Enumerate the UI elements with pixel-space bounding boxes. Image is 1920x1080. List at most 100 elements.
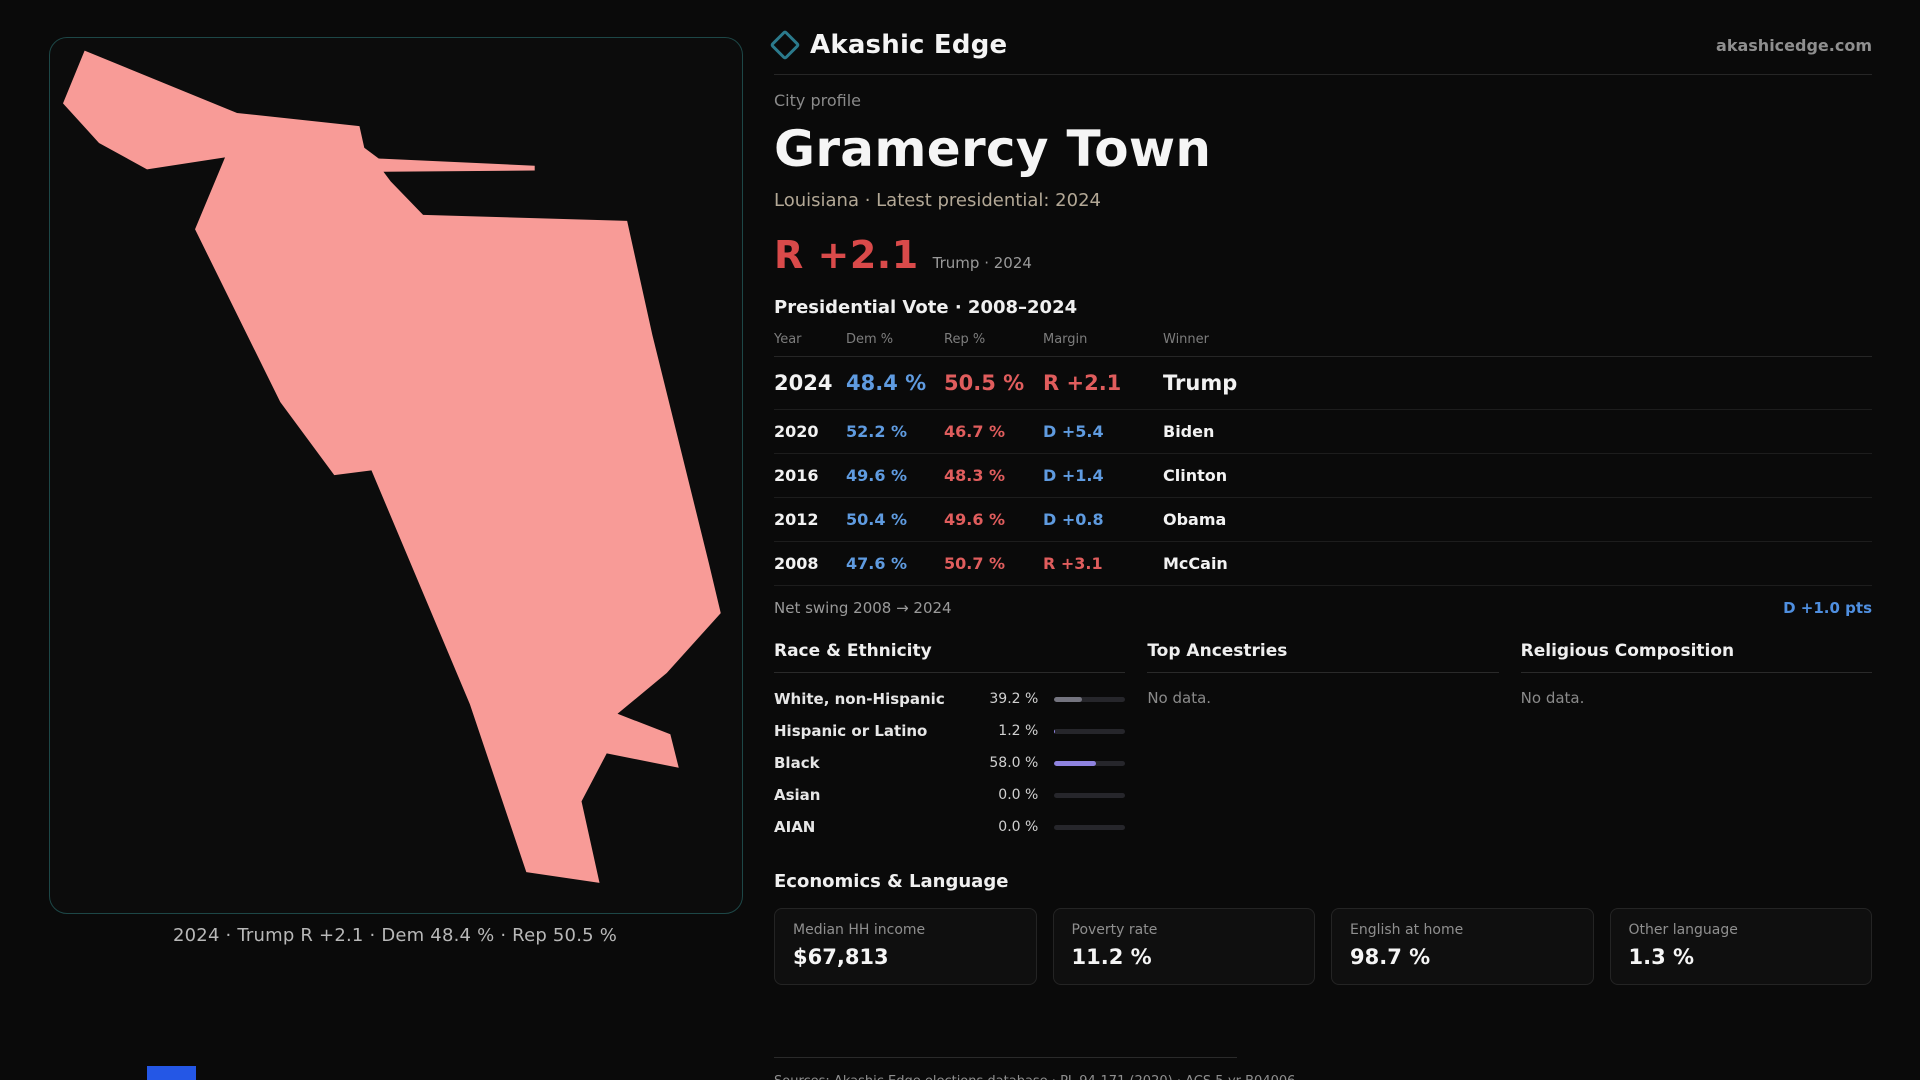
blue-rectangle-artifact [147, 1066, 196, 1080]
row-rep-pct: 46.7 % [944, 422, 1006, 441]
city-profile-panel: Akashic Edge akashicedge.com City profil… [769, 29, 1872, 1080]
race-label: Black [774, 754, 820, 772]
list-item: Hispanic or Latino 1.2 % [774, 715, 1126, 747]
footer: Sources: Akashic Edge elections database… [774, 1057, 1872, 1080]
stat-value: 1.3 % [1628, 945, 1695, 969]
sources-line: Sources: Akashic Edge elections database… [774, 1074, 1872, 1080]
header: Akashic Edge akashicedge.com [769, 29, 1872, 61]
race-value: 0.0 % [998, 787, 1039, 803]
table-row: 2012 50.4 % 49.6 % D +0.8 Obama [774, 498, 1872, 542]
race-value: 58.0 % [989, 755, 1039, 771]
table-row: 2020 52.2 % 46.7 % D +5.4 Biden [774, 410, 1872, 454]
row-dem-pct: 48.4 % [846, 371, 927, 395]
row-year: 2008 [774, 554, 819, 573]
presidential-vote-table: Year Dem % Rep % Margin Winner 2024 48.4… [774, 332, 1872, 617]
top-ancestries-title: Top Ancestries [1147, 641, 1499, 673]
net-swing-value: D +1.0 pts [1783, 599, 1872, 617]
row-year: 2024 [774, 371, 833, 395]
list-item: Asian 0.0 % [774, 779, 1126, 811]
race-label: AIAN [774, 818, 816, 836]
row-dem-pct: 50.4 % [846, 510, 908, 529]
stat-value: $67,813 [793, 945, 889, 969]
race-value: 1.2 % [998, 723, 1039, 739]
city-title: Gramercy Town [774, 120, 1212, 178]
race-label: White, non-Hispanic [774, 690, 945, 708]
vote-table-title: Presidential Vote · 2008–2024 [774, 297, 1078, 318]
col-winner: Winner [1163, 332, 1210, 347]
row-dem-pct: 47.6 % [846, 554, 908, 573]
row-rep-pct: 50.7 % [944, 554, 1006, 573]
race-bar [1054, 792, 1126, 798]
race-rows: White, non-Hispanic 39.2 % Hispanic or L… [774, 683, 1126, 843]
footer-divider [774, 1057, 1237, 1058]
list-item: AIAN 0.0 % [774, 811, 1126, 843]
row-winner: Trump [1163, 371, 1238, 395]
city-subtitle: Louisiana · Latest presidential: 2024 [774, 190, 1101, 211]
col-margin: Margin [1043, 332, 1088, 347]
vote-table-header: Year Dem % Rep % Margin Winner [774, 332, 1872, 357]
page-kicker: City profile [774, 91, 861, 110]
row-dem-pct: 52.2 % [846, 422, 908, 441]
row-year: 2016 [774, 466, 819, 485]
row-dem-pct: 49.6 % [846, 466, 908, 485]
top-ancestries-column: Top Ancestries No data. [1147, 641, 1499, 843]
table-row: 2016 49.6 % 48.3 % D +1.4 Clinton [774, 454, 1872, 498]
row-margin: R +2.1 [1043, 371, 1122, 395]
stat-card: Other language 1.3 % [1609, 908, 1872, 985]
headline-context: Trump · 2024 [932, 254, 1032, 272]
site-domain-link[interactable]: akashicedge.com [1716, 35, 1872, 55]
headline-result: R +2.1 Trump · 2024 [774, 233, 1872, 277]
row-rep-pct: 49.6 % [944, 510, 1006, 529]
demographics-section: Race & Ethnicity White, non-Hispanic 39.… [774, 641, 1872, 843]
stat-card: Median HH income $67,813 [774, 908, 1037, 985]
stat-value: 98.7 % [1350, 945, 1431, 969]
list-item: White, non-Hispanic 39.2 % [774, 683, 1126, 715]
economics-stats: Median HH income $67,813 Poverty rate 11… [774, 908, 1872, 985]
map-caption: 2024 · Trump R +2.1 · Dem 48.4 % · Rep 5… [173, 925, 617, 946]
table-row: 2024 48.4 % 50.5 % R +2.1 Trump [774, 357, 1872, 410]
race-bar-fill [1054, 760, 1096, 766]
row-winner: Clinton [1163, 466, 1228, 485]
row-year: 2020 [774, 422, 819, 441]
brand: Akashic Edge [769, 29, 1008, 61]
stat-label: Other language [1628, 922, 1738, 938]
stat-label: Poverty rate [1071, 922, 1158, 938]
stat-label: English at home [1350, 922, 1464, 938]
race-label: Hispanic or Latino [774, 722, 928, 740]
race-bar [1054, 760, 1126, 766]
race-ethnicity-column: Race & Ethnicity White, non-Hispanic 39.… [774, 641, 1126, 843]
row-year: 2012 [774, 510, 819, 529]
col-dem: Dem % [846, 332, 894, 347]
stat-label: Median HH income [793, 922, 926, 938]
ancestries-empty-state: No data. [1147, 689, 1212, 707]
row-rep-pct: 50.5 % [944, 371, 1025, 395]
row-winner: Biden [1163, 422, 1215, 441]
religious-composition-column: Religious Composition No data. [1520, 641, 1872, 843]
net-swing-label: Net swing 2008 → 2024 [774, 599, 952, 617]
religion-empty-state: No data. [1520, 689, 1585, 707]
race-bar-fill [1054, 728, 1056, 734]
headline-margin: R +2.1 [774, 233, 919, 277]
col-rep: Rep % [944, 332, 986, 347]
col-year: Year [774, 332, 802, 347]
race-label: Asian [774, 786, 821, 804]
row-margin: D +5.4 [1043, 422, 1104, 441]
race-value: 0.0 % [998, 819, 1039, 835]
race-value: 39.2 % [989, 691, 1039, 707]
city-map-panel [49, 37, 743, 914]
race-ethnicity-title: Race & Ethnicity [774, 641, 1126, 673]
city-map [62, 50, 721, 883]
row-winner: Obama [1163, 510, 1227, 529]
row-margin: R +3.1 [1043, 554, 1103, 573]
stat-card: English at home 98.7 % [1331, 908, 1594, 985]
stat-value: 11.2 % [1071, 945, 1152, 969]
race-bar [1054, 696, 1126, 702]
row-rep-pct: 48.3 % [944, 466, 1006, 485]
brand-name: Akashic Edge [810, 30, 1008, 60]
race-bar [1054, 824, 1126, 830]
race-bar-fill [1054, 696, 1083, 702]
race-bar [1054, 728, 1126, 734]
table-row: 2008 47.6 % 50.7 % R +3.1 McCain [774, 542, 1872, 586]
header-divider [774, 74, 1872, 75]
economics-title: Economics & Language [774, 871, 1009, 892]
